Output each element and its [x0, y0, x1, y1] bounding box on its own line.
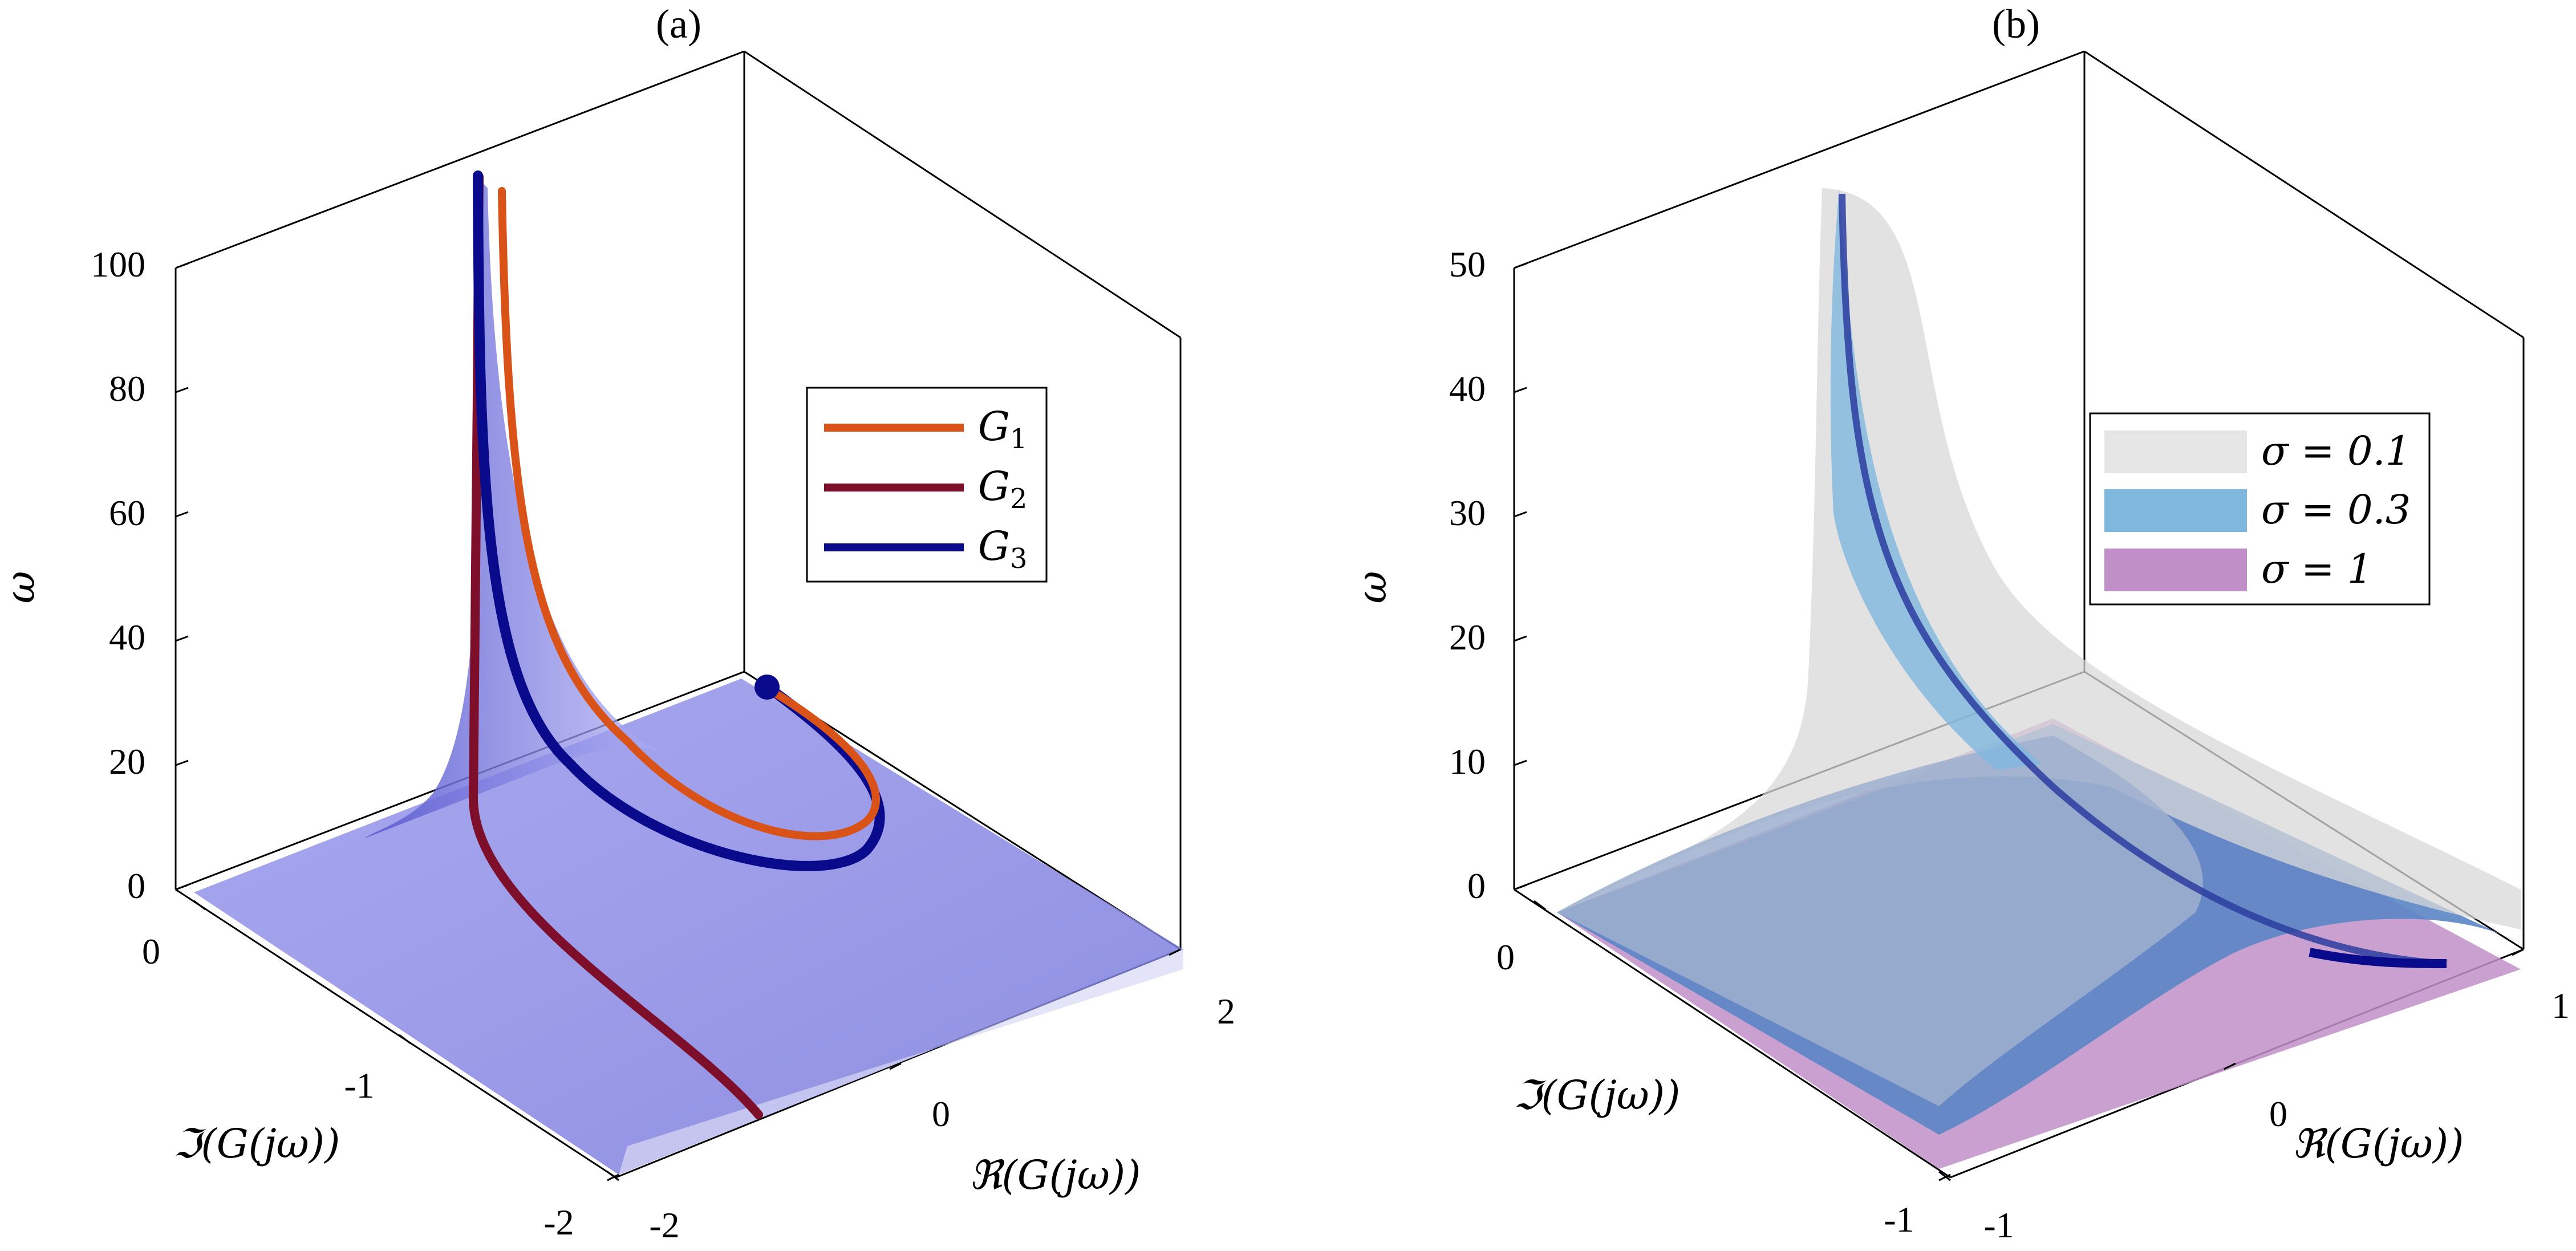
legend-swatch-sigma-1 — [2104, 549, 2247, 591]
legend-label-g3: G3 — [978, 523, 1027, 575]
panel-b-z-ticks — [1514, 262, 1527, 891]
panel-a-legend: G1 G2 G3 — [806, 387, 1048, 583]
panel-b-y-label: ℑ(G(jω)) — [1514, 1072, 1681, 1119]
legend-label-sigma-0-1: σ = 0.1 — [2261, 428, 2411, 474]
legend-swatch-sigma-0-1 — [2104, 430, 2247, 473]
panel-a: (a) — [0, 1, 1235, 1245]
y-tick-label: 0 — [1496, 937, 1515, 977]
panel-b: (b) — [1349, 1, 2570, 1245]
y-tick-label: 0 — [142, 931, 160, 972]
x-tick-label: -2 — [649, 1205, 679, 1245]
panel-a-curves — [468, 170, 885, 1119]
start-point-marker — [754, 675, 780, 700]
panel-b-box — [1513, 50, 2525, 1179]
panel-a-y-ticks — [193, 900, 619, 1181]
panel-b-z-label: ω — [1349, 571, 1395, 603]
panel-b-x-ticks — [1938, 948, 2524, 1181]
z-tick-label: 80 — [109, 368, 145, 409]
panel-b-x-label: ℜ(G(jω)) — [2293, 1120, 2464, 1167]
z-tick-label: 50 — [1449, 244, 1486, 285]
surface-blend — [1557, 736, 2203, 1106]
nominal-curve-end — [2309, 948, 2447, 968]
panel-b-y-ticks — [1534, 900, 1951, 1181]
panel-b-title: (b) — [1992, 1, 2040, 47]
z-tick-label: 10 — [1449, 741, 1486, 782]
curve-g1 — [498, 187, 880, 840]
legend-swatch-sigma-0-3 — [2104, 489, 2247, 532]
legend-label-sigma-0-3: σ = 0.3 — [2261, 486, 2411, 533]
z-tick-label: 40 — [109, 617, 145, 657]
panel-a-x-label: ℜ(G(jω)) — [969, 1152, 1141, 1199]
y-tick-label: -1 — [344, 1065, 374, 1106]
panel-a-y-label: ℑ(G(jω)) — [173, 1120, 340, 1167]
surface-sigma-0-1 — [1557, 188, 2521, 929]
z-tick-label: 30 — [1449, 493, 1486, 533]
y-tick-label: -2 — [543, 1202, 574, 1242]
x-tick-label: 0 — [932, 1094, 950, 1134]
z-tick-label: 0 — [1467, 866, 1486, 906]
legend-label-g1: G1 — [978, 403, 1027, 455]
panel-a-z-ticks — [175, 262, 189, 891]
z-tick-label: 40 — [1449, 368, 1486, 409]
x-tick-label: 0 — [2269, 1094, 2287, 1134]
x-tick-label: -1 — [1983, 1205, 2014, 1245]
y-tick-label: -1 — [1884, 1199, 1914, 1240]
z-tick-label: 20 — [109, 741, 145, 782]
funnel-sigma-0-3 — [1830, 188, 2042, 770]
panel-a-title: (a) — [656, 1, 701, 47]
z-tick-label: 100 — [91, 244, 145, 285]
panel-b-legend: σ = 0.1 σ = 0.3 σ = 1 — [2089, 412, 2431, 606]
panel-a-x-ticks — [607, 948, 1181, 1181]
z-tick-label: 20 — [1449, 617, 1486, 657]
x-tick-label: 1 — [2551, 985, 2570, 1026]
panel-a-floor-surface — [194, 679, 1183, 1175]
z-tick-label: 60 — [109, 493, 145, 533]
x-tick-label: 2 — [1217, 991, 1235, 1031]
legend-label-sigma-1: σ = 1 — [2261, 546, 2372, 592]
nominal-curve — [1839, 193, 2447, 967]
z-tick-label: 0 — [127, 866, 145, 906]
panel-a-z-label: ω — [0, 571, 44, 603]
legend-label-g2: G2 — [978, 463, 1027, 515]
